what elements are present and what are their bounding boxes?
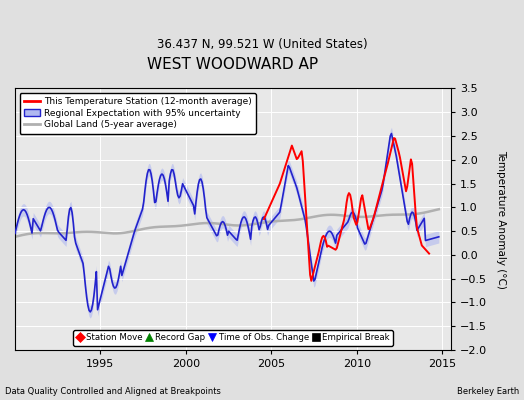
Text: Data Quality Controlled and Aligned at Breakpoints: Data Quality Controlled and Aligned at B… (5, 387, 221, 396)
Y-axis label: Temperature Anomaly (°C): Temperature Anomaly (°C) (496, 150, 506, 289)
Legend: Station Move, Record Gap, Time of Obs. Change, Empirical Break: Station Move, Record Gap, Time of Obs. C… (73, 330, 393, 346)
Title: WEST WOODWARD AP: WEST WOODWARD AP (147, 57, 319, 72)
Text: Berkeley Earth: Berkeley Earth (456, 387, 519, 396)
Text: 36.437 N, 99.521 W (United States): 36.437 N, 99.521 W (United States) (157, 38, 367, 51)
